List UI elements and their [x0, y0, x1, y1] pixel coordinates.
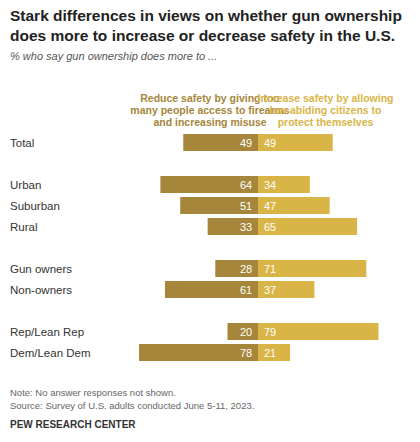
html-text:Reduce safety by giving too ma: Reduce safety by giving too many people … — [130, 92, 290, 128]
svg-text:64: 64 — [240, 179, 252, 191]
svg-text:78: 78 — [240, 347, 252, 359]
html-text:Source: Survey of U.S. adults: Source: Survey of U.S. adults conducted … — [10, 400, 255, 411]
svg-text:33: 33 — [240, 221, 252, 233]
svg-text:79: 79 — [264, 326, 276, 338]
svg-text:51: 51 — [240, 200, 252, 212]
svg-text:65: 65 — [264, 221, 276, 233]
html-text:PEW RESEARCH CENTER: PEW RESEARCH CENTER — [10, 419, 136, 430]
svg-text:37: 37 — [264, 284, 276, 296]
svg-text:Total: Total — [10, 137, 34, 149]
svg-text:Gun owners: Gun owners — [10, 263, 72, 275]
svg-text:47: 47 — [264, 200, 276, 212]
svg-text:49: 49 — [264, 137, 276, 149]
svg-text:61: 61 — [240, 284, 252, 296]
svg-text:71: 71 — [264, 263, 276, 275]
svg-text:Rural: Rural — [10, 221, 37, 233]
html-text:Increase safety by allowing la: Increase safety by allowing law-abiding … — [257, 92, 394, 128]
svg-text:49: 49 — [240, 137, 252, 149]
html-text:% who say gun ownership does m: % who say gun ownership does more to ... — [10, 50, 218, 62]
svg-text:20: 20 — [240, 326, 252, 338]
svg-text:21: 21 — [264, 347, 276, 359]
svg-text:Suburban: Suburban — [10, 200, 60, 212]
svg-text:Non-owners: Non-owners — [10, 284, 72, 296]
svg-text:Dem/Lean Dem: Dem/Lean Dem — [10, 347, 91, 359]
svg-text:Urban: Urban — [10, 179, 41, 191]
svg-text:34: 34 — [264, 179, 276, 191]
html-text:Note: No answer responses not: Note: No answer responses not shown. — [10, 387, 176, 398]
svg-text:28: 28 — [240, 263, 252, 275]
svg-text:Rep/Lean Rep: Rep/Lean Rep — [10, 326, 84, 338]
html-text:Stark differences in views on: Stark differences in views on whether gu… — [10, 7, 402, 44]
